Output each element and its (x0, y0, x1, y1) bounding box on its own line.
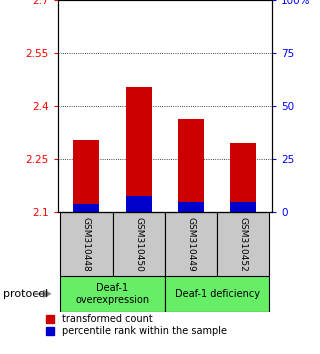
Bar (230, 143, 256, 212)
Bar (60, 212, 113, 276)
Text: Deaf-1 deficiency: Deaf-1 deficiency (175, 289, 260, 299)
Bar (165, 276, 269, 312)
Bar (60, 276, 165, 312)
Text: GSM310449: GSM310449 (187, 217, 196, 272)
Text: GSM310448: GSM310448 (82, 217, 91, 272)
Bar (73, 140, 100, 212)
Text: GSM310452: GSM310452 (239, 217, 248, 272)
Bar (165, 212, 217, 276)
Bar (125, 87, 152, 212)
Bar (178, 202, 204, 212)
Text: Deaf-1
overexpression: Deaf-1 overexpression (76, 283, 149, 305)
Bar (230, 202, 256, 212)
Bar (178, 119, 204, 212)
Bar (125, 196, 152, 212)
Text: GSM310450: GSM310450 (134, 217, 143, 272)
Bar (73, 204, 100, 212)
Text: protocol: protocol (3, 289, 48, 299)
Bar (217, 212, 269, 276)
Legend: transformed count, percentile rank within the sample: transformed count, percentile rank withi… (46, 314, 227, 336)
Bar (113, 212, 165, 276)
